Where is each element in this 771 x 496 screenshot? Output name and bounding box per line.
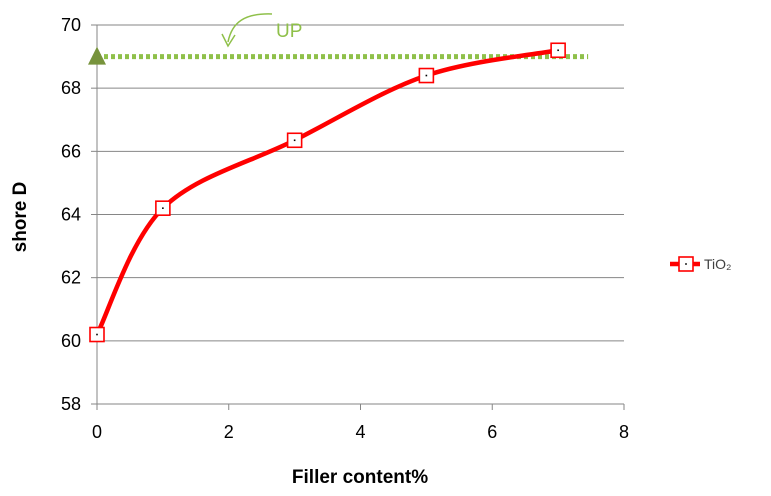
legend: TiO₂	[670, 256, 731, 272]
y-tick-label-68: 68	[61, 78, 81, 98]
data-point-center-7	[557, 49, 559, 52]
up-arrow-head	[221, 33, 236, 48]
series-line-0	[95, 48, 559, 336]
legend-label: TiO₂	[704, 256, 731, 272]
series-layer	[89, 42, 566, 343]
legend-marker-center	[685, 263, 687, 265]
x-axis-title: Filler content%	[292, 467, 428, 488]
y-tick-label-58: 58	[61, 394, 81, 414]
x-tick-label-8: 8	[619, 422, 629, 442]
y-tick-label-62: 62	[61, 268, 81, 288]
data-point-center-3	[293, 139, 296, 142]
gridlines	[97, 24, 624, 342]
up-annotation-arrow	[227, 13, 273, 43]
x-tick-label-4: 4	[355, 422, 365, 442]
up-triangle-marker	[88, 46, 106, 65]
y-tick-label-70: 70	[61, 15, 81, 35]
x-tick-label-6: 6	[487, 422, 497, 442]
axes	[91, 24, 625, 410]
x-tick-label-2: 2	[224, 422, 234, 442]
y-tick-label-66: 66	[61, 141, 81, 161]
up-annotation-label: UP	[276, 21, 302, 42]
y-tick-label-60: 60	[61, 331, 81, 351]
x-tick-label-0: 0	[92, 422, 102, 442]
data-point-center-1	[162, 207, 164, 209]
y-axis-title: shore D	[10, 182, 31, 253]
y-tick-label-64: 64	[61, 205, 81, 225]
data-point-center-0	[96, 333, 98, 336]
data-point-center-5	[425, 74, 428, 77]
